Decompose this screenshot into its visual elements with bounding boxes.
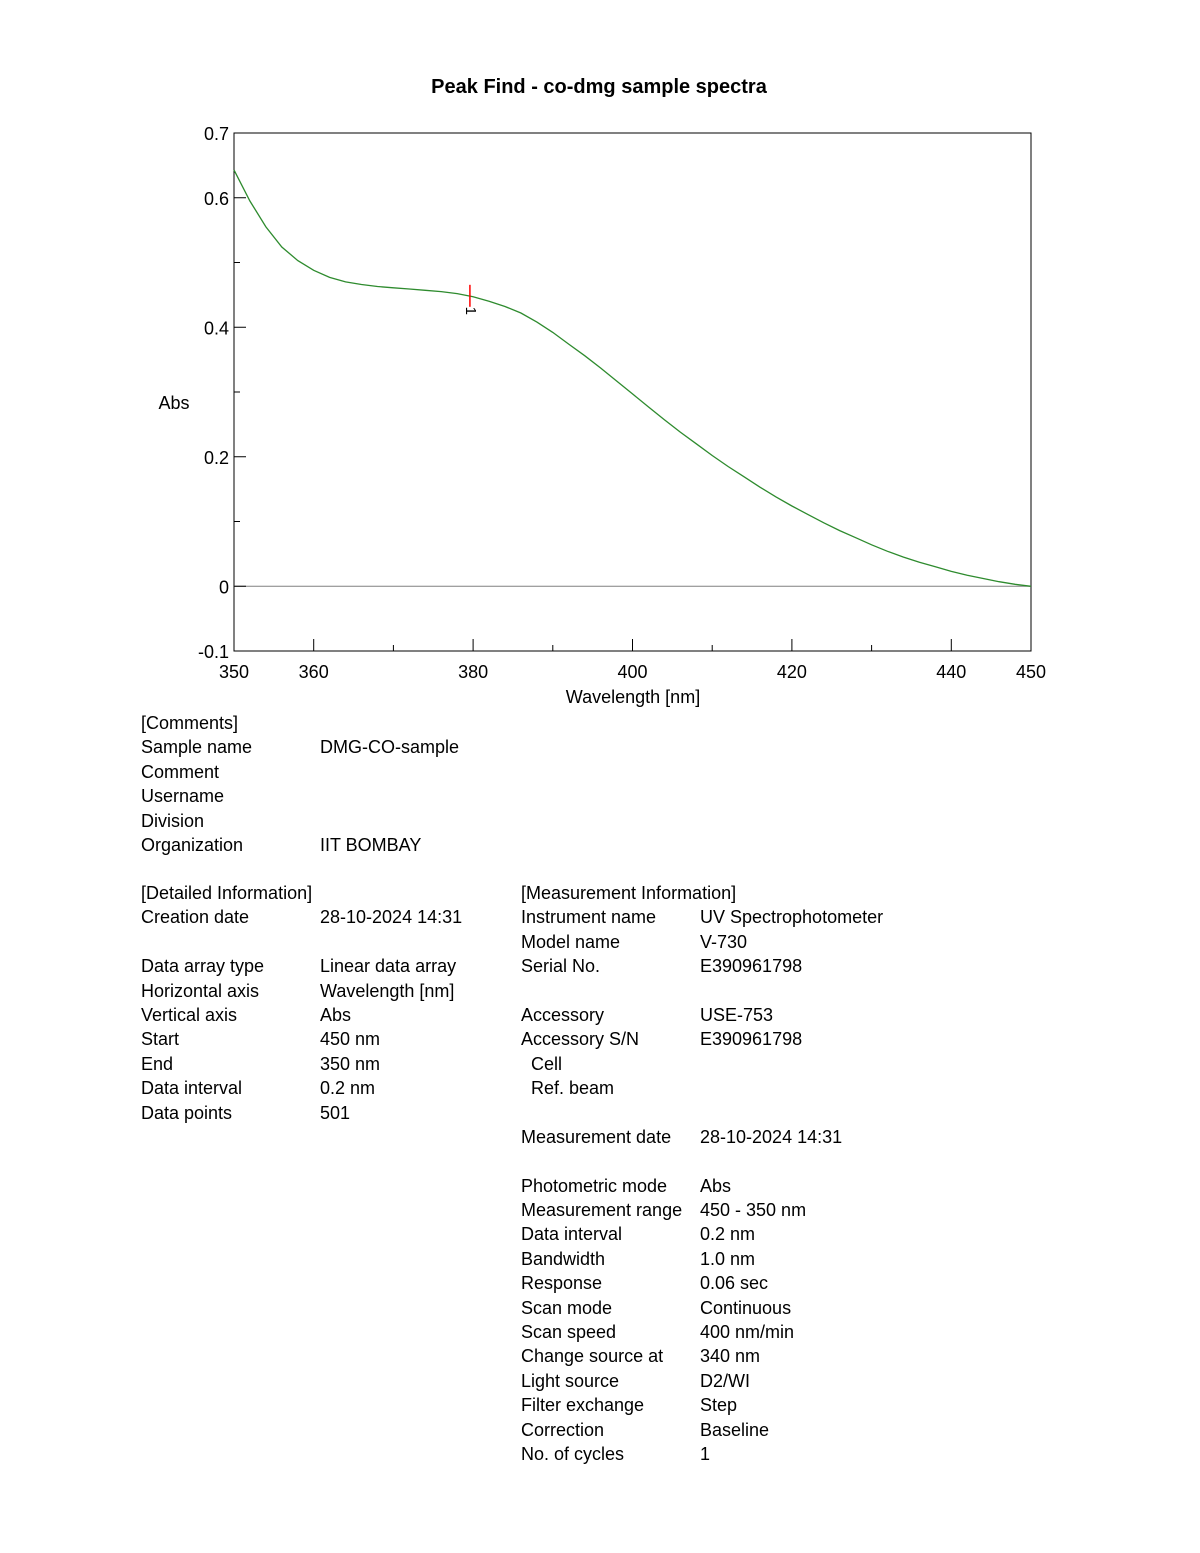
measurement-label: Serial No. — [521, 956, 601, 977]
comments-value: DMG-CO-sample — [320, 737, 460, 758]
measurement-label: Scan mode — [521, 1297, 613, 1318]
detailed-value: 28-10-2024 14:31 — [320, 907, 463, 928]
measurement-label: Scan speed — [521, 1322, 617, 1343]
detailed-label: Horizontal axis — [141, 980, 260, 1001]
comments-value: IIT BOMBAY — [320, 834, 422, 855]
measurement-information-header: [Measurement Information] — [521, 883, 737, 903]
detailed-value: Wavelength [nm] — [320, 980, 455, 1001]
x-tick-label: 400 — [617, 662, 647, 682]
detailed-value: 0.2 nm — [320, 1078, 376, 1099]
detailed-value: Linear data array — [320, 956, 457, 977]
measurement-label: Response — [521, 1273, 603, 1294]
measurement-label: Ref. beam — [521, 1078, 615, 1099]
measurement-value: 400 nm/min — [700, 1322, 795, 1343]
detailed-label: Start — [141, 1029, 180, 1050]
x-tick-label: 450 — [1016, 662, 1046, 682]
measurement-value: 1 — [700, 1443, 711, 1464]
y-tick-label: -0.1 — [198, 642, 229, 662]
measurement-value: Abs — [700, 1175, 732, 1196]
spectrum-line — [233, 169, 1032, 587]
measurement-label: Light source — [521, 1370, 620, 1391]
measurement-value: 28-10-2024 14:31 — [700, 1126, 843, 1147]
detailed-information-header: [Detailed Information] — [141, 883, 313, 903]
measurement-value: USE-753 — [700, 1004, 774, 1025]
measurement-value: V-730 — [700, 931, 748, 952]
measurement-label: No. of cycles — [521, 1443, 625, 1464]
measurement-value: E390961798 — [700, 1029, 803, 1050]
comments-header: [Comments] — [141, 713, 239, 733]
measurement-value: 450 - 350 nm — [700, 1200, 807, 1221]
detailed-value: 350 nm — [320, 1053, 381, 1074]
x-axis-label: Wavelength [nm] — [566, 687, 700, 707]
y-tick-label: 0 — [219, 577, 229, 597]
measurement-value: Continuous — [700, 1297, 792, 1318]
measurement-label: Accessory S/N — [521, 1029, 640, 1050]
detailed-label: End — [141, 1053, 174, 1074]
comments-label: Division — [141, 810, 205, 831]
x-tick-label: 360 — [299, 662, 329, 682]
measurement-label: Accessory — [521, 1004, 605, 1025]
measurement-label: Measurement date — [521, 1126, 672, 1147]
measurement-label: Change source at — [521, 1346, 664, 1367]
detailed-value: 501 — [320, 1102, 351, 1123]
measurement-label: Correction — [521, 1419, 605, 1440]
y-tick-label: 0.6 — [204, 189, 229, 209]
measurement-label: Measurement range — [521, 1200, 683, 1221]
measurement-value: 1.0 nm — [700, 1248, 756, 1269]
measurement-value: Baseline — [700, 1419, 770, 1440]
measurement-label: Cell — [521, 1053, 563, 1074]
peak-label: 1 — [462, 307, 479, 315]
measurement-label: Data interval — [521, 1224, 623, 1245]
detailed-label: Creation date — [141, 907, 250, 928]
comments-label: Username — [141, 786, 225, 807]
detailed-label: Data interval — [141, 1078, 243, 1099]
x-tick-label: 420 — [777, 662, 807, 682]
measurement-value: 0.2 nm — [700, 1224, 756, 1245]
measurement-value: D2/WI — [700, 1370, 751, 1391]
y-axis-label: Abs — [158, 393, 189, 413]
chart-title: Peak Find - co-dmg sample spectra — [431, 76, 768, 98]
detailed-label: Data points — [141, 1102, 233, 1123]
measurement-value: E390961798 — [700, 956, 803, 977]
comments-label: Comment — [141, 761, 220, 782]
y-tick-label: 0.7 — [204, 124, 229, 144]
detailed-value: Abs — [320, 1004, 352, 1025]
measurement-value: UV Spectrophotometer — [700, 907, 884, 928]
measurement-label: Filter exchange — [521, 1395, 645, 1416]
x-tick-label: 440 — [936, 662, 966, 682]
comments-label: Sample name — [141, 737, 253, 758]
detailed-value: 450 nm — [320, 1029, 381, 1050]
measurement-label: Photometric mode — [521, 1175, 668, 1196]
plot-frame — [233, 132, 1032, 652]
measurement-value: Step — [700, 1395, 738, 1416]
y-tick-label: 0.2 — [204, 448, 229, 468]
comments-label: Organization — [141, 834, 244, 855]
measurement-label: Model name — [521, 931, 621, 952]
measurement-value: 0.06 sec — [700, 1273, 769, 1294]
measurement-label: Instrument name — [521, 907, 657, 928]
detailed-label: Vertical axis — [141, 1004, 238, 1025]
measurement-label: Bandwidth — [521, 1248, 606, 1269]
x-tick-label: 350 — [219, 662, 249, 682]
y-tick-label: 0.4 — [204, 318, 229, 338]
detailed-label: Data array type — [141, 956, 265, 977]
x-tick-label: 380 — [458, 662, 488, 682]
spectrum-chart: Peak Find - co-dmg sample spectra 350 360… — [158, 76, 1046, 707]
measurement-value: 340 nm — [700, 1346, 761, 1367]
